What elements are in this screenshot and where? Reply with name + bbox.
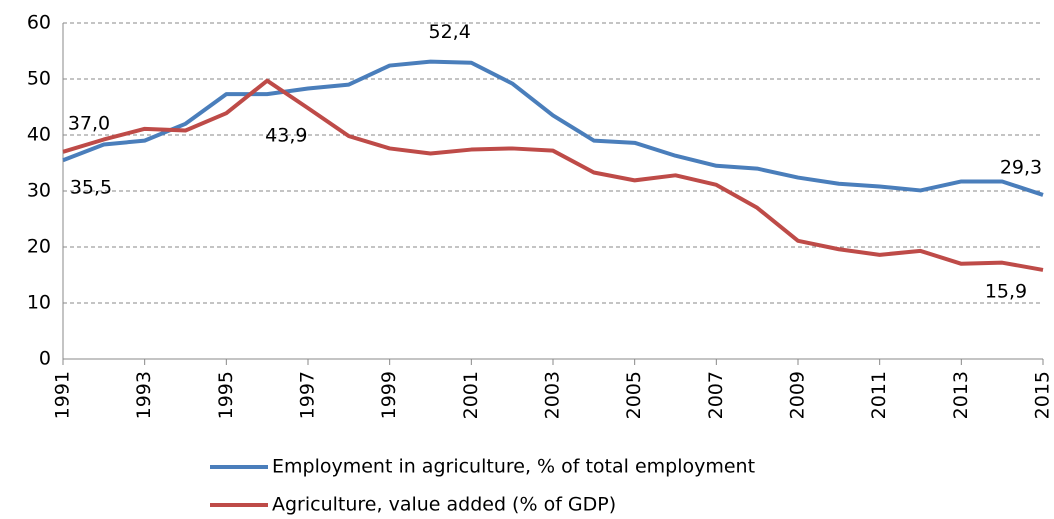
x-tick-label: 1991 [52, 371, 74, 419]
data-label: 15,9 [985, 280, 1027, 302]
y-tick-label: 50 [27, 68, 51, 90]
data-label: 29,3 [1000, 156, 1042, 178]
data-label: 43,9 [265, 125, 307, 147]
x-tick-label: 1993 [133, 371, 155, 419]
x-tick-label: 1999 [378, 371, 400, 419]
series-line [62, 78, 1044, 272]
x-tick-label: 2009 [787, 371, 809, 419]
legend-label: Agriculture, value added (% of GDP) [272, 494, 616, 516]
y-tick-label: 40 [27, 124, 51, 146]
legend-label: Employment in agriculture, % of total em… [272, 456, 755, 478]
x-tick-label: 2007 [705, 371, 727, 419]
y-tick-label: 0 [39, 348, 51, 370]
y-tick-label: 20 [27, 236, 51, 258]
data-label: 52,4 [429, 21, 471, 43]
x-tick-label: 1997 [297, 371, 319, 419]
x-tick-label: 2011 [868, 371, 890, 419]
x-tick-label: 1995 [215, 371, 237, 419]
data-label: 37,0 [68, 112, 110, 134]
x-tick-label: 2015 [1032, 371, 1054, 419]
y-tick-label: 60 [27, 12, 51, 34]
x-tick-label: 2005 [623, 371, 645, 419]
series-line [62, 59, 1044, 197]
x-tick-label: 2001 [460, 371, 482, 419]
data-label: 35,5 [70, 177, 112, 199]
x-tick-label: 2003 [542, 371, 564, 419]
y-tick-label: 30 [27, 180, 51, 202]
y-tick-label: 10 [27, 292, 51, 314]
x-tick-label: 2013 [950, 371, 972, 419]
